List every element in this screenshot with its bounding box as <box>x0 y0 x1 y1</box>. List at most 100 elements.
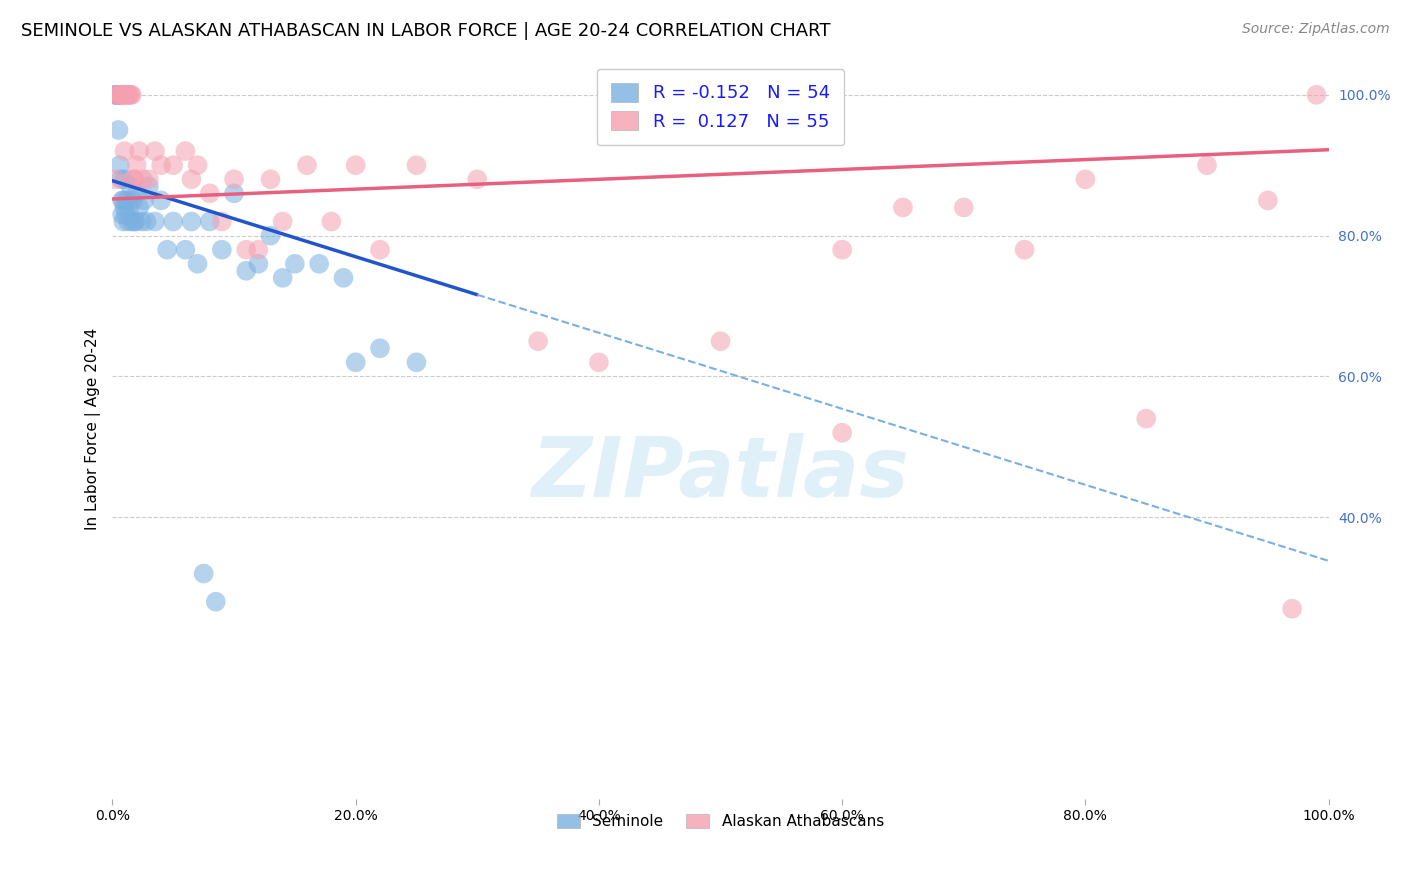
Point <box>117 214 139 228</box>
Point <box>132 194 155 208</box>
Point <box>107 87 129 102</box>
Point <box>187 257 209 271</box>
Point <box>1195 158 1218 172</box>
Point <box>344 158 367 172</box>
Point <box>321 214 343 228</box>
Point <box>108 87 131 102</box>
Point <box>114 207 136 221</box>
Point <box>105 87 128 102</box>
Point <box>120 87 142 102</box>
Point <box>198 186 221 201</box>
Point <box>271 214 294 228</box>
Point <box>156 243 179 257</box>
Point <box>162 214 184 228</box>
Point <box>211 214 233 228</box>
Point <box>204 595 226 609</box>
Point <box>235 243 257 257</box>
Point <box>115 87 138 102</box>
Point <box>112 194 135 208</box>
Point <box>1135 411 1157 425</box>
Point <box>1074 172 1097 186</box>
Text: Source: ZipAtlas.com: Source: ZipAtlas.com <box>1241 22 1389 37</box>
Point <box>110 87 132 102</box>
Point <box>132 172 155 186</box>
Point <box>111 194 134 208</box>
Point <box>193 566 215 581</box>
Point <box>117 87 139 102</box>
Point <box>125 158 148 172</box>
Point <box>222 186 245 201</box>
Point <box>135 214 157 228</box>
Point <box>1305 87 1327 102</box>
Point <box>259 228 281 243</box>
Point <box>121 87 143 102</box>
Point <box>114 87 136 102</box>
Point <box>115 194 138 208</box>
Point <box>891 201 914 215</box>
Y-axis label: In Labor Force | Age 20-24: In Labor Force | Age 20-24 <box>86 328 101 531</box>
Point <box>114 201 136 215</box>
Legend: Seminole, Alaskan Athabascans: Seminole, Alaskan Athabascans <box>551 808 890 836</box>
Point <box>105 87 128 102</box>
Point <box>295 158 318 172</box>
Point <box>588 355 610 369</box>
Point <box>247 257 270 271</box>
Point <box>1014 243 1036 257</box>
Point <box>405 355 427 369</box>
Point <box>128 201 150 215</box>
Point <box>118 201 141 215</box>
Point <box>150 194 173 208</box>
Point <box>527 334 550 349</box>
Point <box>110 172 132 186</box>
Point <box>124 172 146 186</box>
Point <box>120 179 142 194</box>
Point <box>124 214 146 228</box>
Point <box>112 214 135 228</box>
Point <box>198 214 221 228</box>
Point <box>118 87 141 102</box>
Point <box>831 425 853 440</box>
Point <box>709 334 731 349</box>
Point <box>105 87 128 102</box>
Point <box>138 179 160 194</box>
Point <box>332 270 354 285</box>
Point <box>180 214 202 228</box>
Point <box>104 87 127 102</box>
Point <box>344 355 367 369</box>
Point <box>259 172 281 186</box>
Point <box>125 186 148 201</box>
Point <box>187 158 209 172</box>
Point <box>112 87 135 102</box>
Point <box>952 201 974 215</box>
Point <box>108 87 131 102</box>
Text: ZIPatlas: ZIPatlas <box>531 434 910 514</box>
Point <box>104 172 127 186</box>
Point <box>180 172 202 186</box>
Point <box>368 341 391 355</box>
Point <box>107 123 129 137</box>
Point <box>121 214 143 228</box>
Point <box>114 144 136 158</box>
Point <box>143 214 166 228</box>
Point <box>1281 601 1303 615</box>
Point <box>111 87 134 102</box>
Point <box>465 172 488 186</box>
Point <box>138 172 160 186</box>
Point <box>111 207 134 221</box>
Point <box>143 144 166 158</box>
Point <box>122 194 145 208</box>
Point <box>162 158 184 172</box>
Point <box>405 158 427 172</box>
Point <box>131 214 153 228</box>
Point <box>368 243 391 257</box>
Point <box>108 158 131 172</box>
Point <box>114 172 136 186</box>
Point <box>211 243 233 257</box>
Point <box>1257 194 1279 208</box>
Text: SEMINOLE VS ALASKAN ATHABASCAN IN LABOR FORCE | AGE 20-24 CORRELATION CHART: SEMINOLE VS ALASKAN ATHABASCAN IN LABOR … <box>21 22 831 40</box>
Point <box>107 87 129 102</box>
Point <box>831 243 853 257</box>
Point <box>222 172 245 186</box>
Point <box>124 214 146 228</box>
Point <box>271 270 294 285</box>
